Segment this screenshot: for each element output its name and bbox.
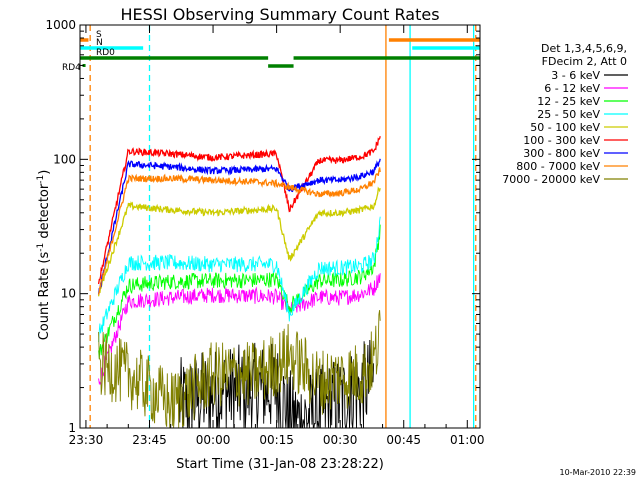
x-tick-label-1: 23:45 <box>132 433 167 447</box>
flag-label-rd4: RD4 <box>62 63 81 73</box>
legend-label-5: 100 - 300 keV <box>523 134 600 147</box>
legend-label-2: 12 - 25 keV <box>537 95 600 108</box>
flag-label-n: N <box>96 38 103 48</box>
legend-label-8: 7000 - 20000 keV <box>502 173 600 186</box>
chart-title: HESSI Observing Summary Count Rates <box>120 5 439 24</box>
x-tick-label-4: 00:30 <box>323 433 358 447</box>
x-tick-label-2: 00:00 <box>196 433 231 447</box>
legend-label-1: 6 - 12 keV <box>544 82 600 95</box>
legend-title-line-0: Det 1,3,4,5,6,9, <box>541 42 627 55</box>
y-axis-label: Count Rate (s-1 detector-1) <box>36 170 52 341</box>
x-axis-label: Start Time (31-Jan-08 23:28:22) <box>176 457 384 472</box>
axes: 23:30 23:45 00:00 00:15 00:30 00:45 01:00 1 10 10… <box>45 18 484 447</box>
y-tick-label-3: 1000 <box>45 18 76 32</box>
flag-label-rd0: RD0 <box>96 48 115 58</box>
legend-label-7: 800 - 7000 keV <box>516 160 600 173</box>
legend-label-0: 3 - 6 keV <box>551 69 600 82</box>
series-line-1 <box>98 273 381 386</box>
x-tick-label-5: 00:45 <box>386 433 421 447</box>
x-tick-label-6: 01:00 <box>450 433 485 447</box>
series-line-7 <box>97 167 381 295</box>
series-line-3 <box>98 216 381 343</box>
series-line-5 <box>97 136 381 285</box>
legend-title-line-1: FDecim 2, Att 0 <box>542 55 627 68</box>
x-tick-label-3: 00:15 <box>259 433 294 447</box>
flag-label-s: S <box>96 30 102 40</box>
y-tick-label-2: 100 <box>53 152 76 166</box>
legend-label-3: 25 - 50 keV <box>537 108 600 121</box>
legend-label-6: 300 - 800 keV <box>523 147 600 160</box>
flag-rd4-mark <box>82 64 86 67</box>
series-line-4 <box>97 186 381 297</box>
svg-text:Count Rate (s-1 detector-1): Count Rate (s-1 detector-1) <box>36 170 52 341</box>
series-line-8 <box>98 310 381 429</box>
generation-timestamp: 10-Mar-2010 22:39 <box>560 468 637 477</box>
vertical-markers <box>89 25 477 428</box>
y-tick-label-0: 1 <box>68 421 76 435</box>
legend-label-4: 50 - 100 keV <box>530 121 600 134</box>
y-tick-label-1: 10 <box>61 287 76 301</box>
series-line-6 <box>97 158 381 295</box>
series-group <box>97 136 381 429</box>
x-tick-label-0: 23:30 <box>69 433 104 447</box>
series-line-2 <box>98 224 381 359</box>
plot-frame <box>79 24 481 429</box>
legend: Det 1,3,4,5,6,9,FDecim 2, Att 03 - 6 keV… <box>502 42 628 186</box>
